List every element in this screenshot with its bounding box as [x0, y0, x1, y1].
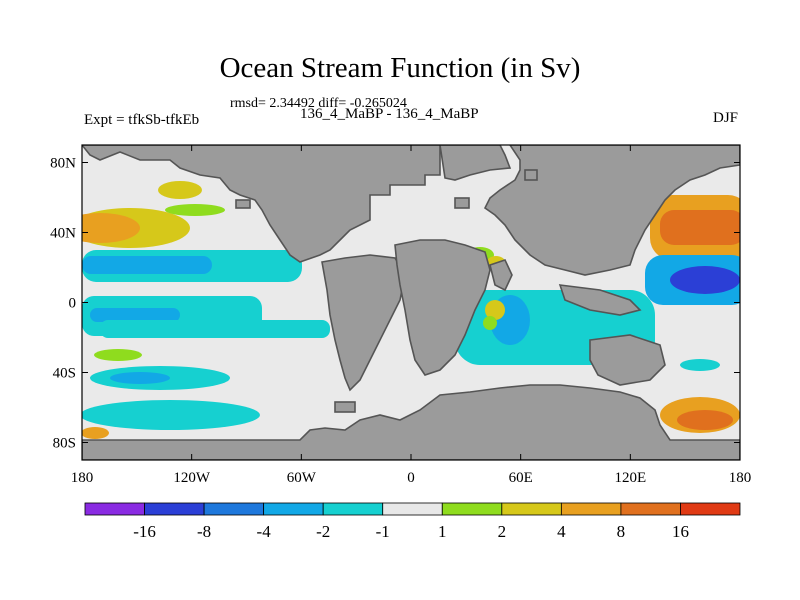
npac-positive-inner — [82, 213, 140, 243]
land-africa — [394, 239, 491, 376]
spac-positive-green — [94, 349, 142, 361]
land-antarctica — [82, 384, 740, 460]
x-axis-ticks: 180 120W 60W 0 60E 120E 180 — [71, 145, 752, 486]
colorbar-swatch — [263, 502, 324, 516]
y-tick-label: 80S — [53, 436, 76, 452]
colorbar-swatch — [144, 502, 205, 516]
y-axis-ticks: 80N 40N 0 40S 80S — [50, 156, 740, 452]
colorbar-swatch — [84, 502, 145, 516]
x-tick-label: 120E — [614, 470, 646, 486]
stats-line: rmsd= 2.34492 diff= -0.265024 — [230, 96, 407, 111]
experiment-name: 136_4_MaBP - 136_4_MaBP — [300, 106, 479, 122]
indian-positive-green — [483, 316, 497, 330]
chart-title: Ocean Stream Function (in Sv) — [219, 52, 581, 84]
colorbar-label: 4 — [557, 522, 566, 541]
y-tick-label: 40S — [53, 366, 76, 382]
x-tick-label: 60E — [509, 470, 533, 486]
colorbar-swatch — [680, 502, 741, 516]
contour-fill-layer — [82, 181, 740, 439]
colorbar-swatch — [322, 502, 384, 516]
land-island-b — [334, 401, 356, 413]
colorbar-label: -1 — [376, 522, 390, 541]
colorbar-swatch — [620, 502, 681, 516]
colorbar-label: -16 — [133, 522, 156, 541]
x-tick-label: 180 — [729, 470, 752, 486]
colorbar-label: 8 — [617, 522, 626, 541]
land-island-c — [454, 197, 470, 209]
southern-negative-far — [82, 400, 260, 430]
land-eurasia — [483, 145, 740, 276]
se-positive-inner — [677, 410, 733, 430]
x-tick-label: 120W — [173, 470, 211, 486]
npac-positive-north — [158, 181, 202, 199]
nwpac-positive-inner — [660, 210, 740, 245]
land-arabia — [489, 259, 513, 292]
colorbar-label: 16 — [672, 522, 689, 541]
y-tick-label: 80N — [50, 156, 76, 172]
colorbar-swatch — [501, 502, 562, 516]
x-tick-label: 0 — [407, 470, 415, 486]
land-greenland — [439, 145, 512, 181]
x-tick-label: 60W — [287, 470, 317, 486]
wpac-negative-core — [670, 266, 740, 294]
sw-positive-spot — [82, 427, 109, 439]
land-island-a — [235, 199, 251, 209]
y-tick-label: 40N — [50, 226, 76, 242]
colorbar-label: -2 — [316, 522, 330, 541]
land-island-d — [524, 169, 538, 181]
southern-negative-core — [110, 372, 170, 384]
land-australia — [589, 334, 666, 386]
season-label: DJF — [713, 110, 739, 126]
land-layer — [82, 145, 740, 460]
colorbar-label: -4 — [257, 522, 272, 541]
map-plot-area — [82, 145, 740, 460]
npac-green-strip — [165, 204, 225, 216]
land-maritime-continent — [558, 284, 642, 316]
colorbar-label: 2 — [498, 522, 507, 541]
spac-negative-core — [90, 308, 180, 322]
spac-negative-south — [100, 320, 330, 338]
colorbar-swatch — [203, 502, 265, 516]
colorbar-swatch — [382, 502, 443, 516]
x-tick-label: 180 — [71, 470, 94, 486]
colorbar-label: -8 — [197, 522, 211, 541]
colorbar-label: 1 — [438, 522, 447, 541]
land-north-america — [82, 145, 441, 263]
tpac-negative-core — [82, 256, 212, 274]
land-south-america — [321, 254, 406, 392]
colorbar-swatch — [441, 502, 503, 516]
se-negative-spot — [680, 359, 720, 371]
indian-positive-yellow — [485, 300, 505, 320]
experiment-label: Expt = tfkSb-tfkEb — [84, 112, 200, 128]
y-tick-label: 0 — [69, 296, 77, 312]
colorbar-swatch — [560, 502, 622, 516]
colorbar: -16 -8 -4 -2 -1 1 2 4 8 16 — [84, 502, 741, 541]
